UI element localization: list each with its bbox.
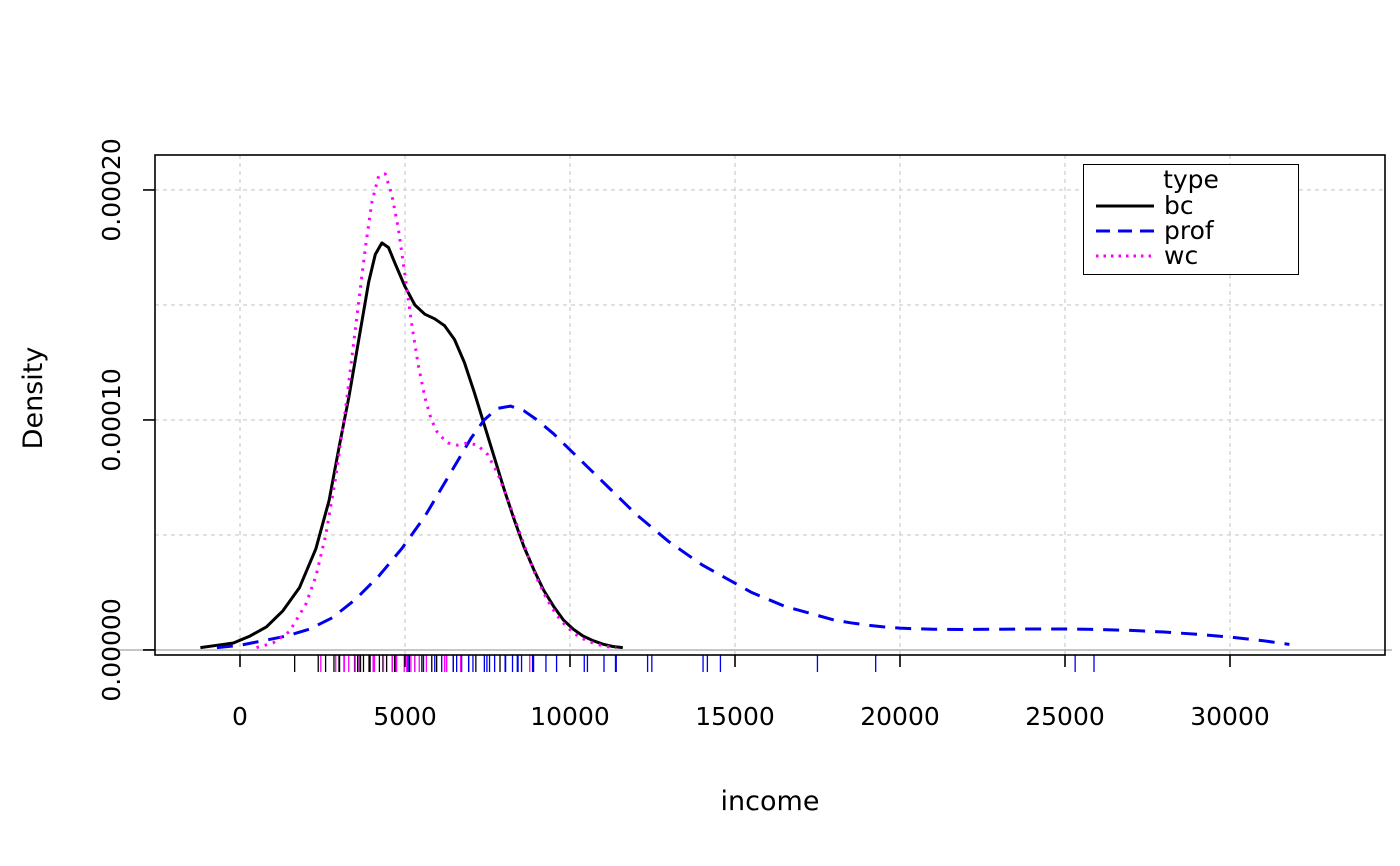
legend-entry-prof: prof: [1084, 218, 1298, 243]
density-curve-bc: [200, 241, 623, 650]
legend: type bc prof wc: [1083, 164, 1299, 275]
legend-line-prof-icon: [1096, 229, 1154, 232]
legend-line-wc-icon: [1096, 254, 1154, 257]
x-tick-label: 0: [232, 702, 248, 731]
legend-entry-bc: bc: [1084, 193, 1298, 218]
legend-entry-wc: wc: [1084, 243, 1298, 268]
legend-title: type: [1163, 165, 1219, 194]
density-curve-wc: [256, 172, 617, 650]
x-tick-label: 5000: [373, 702, 437, 731]
y-tick-label: 0.00020: [97, 138, 126, 241]
x-axis-title: income: [720, 786, 820, 817]
x-tick-label: 15000: [695, 702, 775, 731]
legend-label-bc: bc: [1164, 191, 1194, 220]
legend-label-wc: wc: [1164, 241, 1199, 270]
x-tick-label: 30000: [1190, 702, 1270, 731]
x-tick-label: 20000: [860, 702, 940, 731]
y-tick-label: 0.00010: [97, 368, 126, 471]
x-tick-label: 10000: [530, 702, 610, 731]
plot-border: [154, 154, 1386, 656]
legend-label-prof: prof: [1164, 216, 1214, 245]
y-axis-title: Density: [18, 346, 49, 450]
density-curve-prof: [216, 404, 1290, 650]
y-tick-label: 0.00000: [97, 598, 126, 701]
x-tick-label: 25000: [1025, 702, 1105, 731]
legend-line-bc-icon: [1096, 204, 1154, 207]
